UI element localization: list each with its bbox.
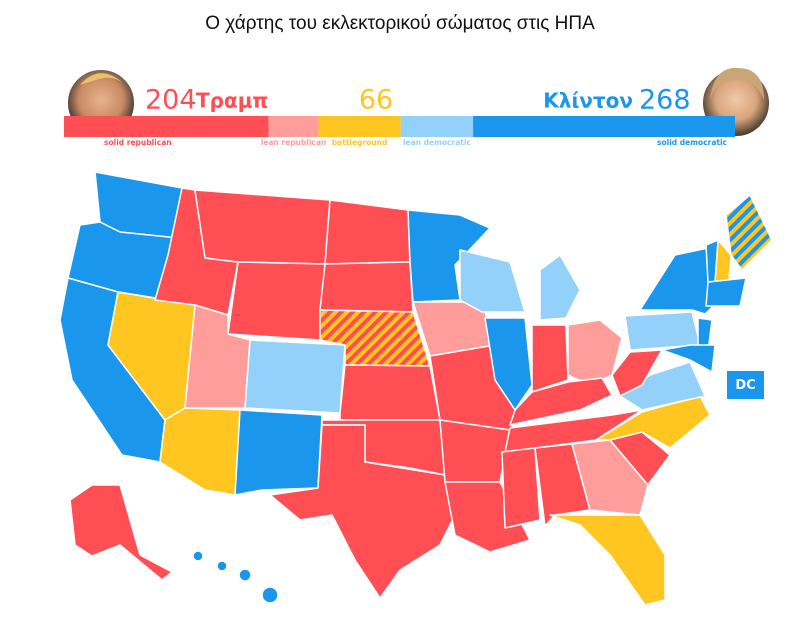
state (624, 311, 701, 351)
clinton-votes: 268 (639, 85, 691, 116)
battleground-votes: 66 (359, 85, 393, 116)
state (234, 409, 323, 496)
clinton-hair (710, 67, 764, 100)
state (339, 364, 441, 421)
bar-segment (400, 116, 474, 137)
state (611, 349, 663, 397)
state (725, 194, 773, 271)
dc-label: DC (735, 378, 755, 393)
state (69, 484, 173, 581)
state (244, 339, 346, 414)
state (216, 560, 228, 572)
state (539, 254, 581, 321)
state (459, 249, 526, 313)
vote-bar: solid republican lean republican battlegro… (64, 116, 735, 147)
legend-label: lean democratic (403, 138, 471, 147)
state (238, 568, 252, 582)
bar-segment (473, 116, 735, 137)
state (324, 199, 411, 265)
dc-box (727, 371, 764, 399)
state (661, 344, 716, 373)
state (595, 395, 711, 449)
trump-votes: 204 (145, 85, 197, 116)
state (531, 324, 569, 393)
title: Ο χάρτης του εκλεκτορικού σώματος στις Η… (205, 13, 595, 34)
state (705, 239, 719, 283)
clinton-name: Κλίντον (543, 89, 633, 113)
trump-hair (80, 73, 124, 85)
state (439, 419, 511, 483)
state (159, 407, 241, 496)
trump-name: Τραμπ (196, 89, 268, 113)
legend-label: lean republican (261, 138, 327, 147)
state (509, 377, 613, 426)
state (269, 424, 456, 599)
state (194, 189, 331, 265)
state (407, 209, 491, 303)
bar-segment (318, 116, 401, 137)
bar-segment (64, 116, 269, 137)
bar-segment (268, 116, 319, 137)
state (705, 277, 747, 307)
legend-label: solid democratic (657, 138, 727, 147)
legend-label: battleground (332, 138, 388, 147)
state (192, 550, 204, 562)
us-map: DC (59, 171, 773, 606)
state (484, 317, 533, 411)
state (549, 514, 666, 606)
state (534, 443, 591, 527)
state (504, 409, 643, 453)
state (227, 261, 326, 341)
state (261, 586, 279, 604)
state (319, 261, 414, 313)
legend-label: solid republican (104, 138, 172, 147)
state (501, 447, 541, 529)
